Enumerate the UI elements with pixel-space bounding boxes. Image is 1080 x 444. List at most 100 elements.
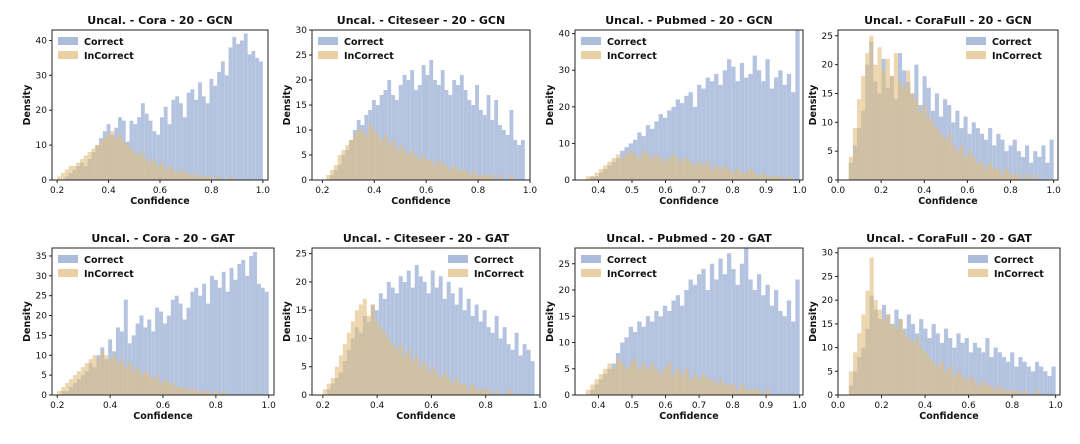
histogram-bar (372, 130, 376, 180)
histogram-bar (264, 291, 269, 395)
histogram-bar (756, 389, 762, 395)
histogram-bar (228, 176, 233, 180)
histogram-bar (765, 284, 770, 395)
histogram-bar (91, 148, 96, 180)
histogram-bar (848, 156, 853, 180)
histogram-bar (386, 338, 391, 395)
legend-label: Correct (474, 255, 514, 266)
histogram-bar (688, 379, 693, 395)
histogram-bar (662, 368, 668, 395)
x-tick-label: 0.8 (725, 401, 740, 411)
histogram-bar (906, 70, 911, 180)
histogram-bar (135, 367, 140, 395)
histogram-bar (182, 387, 187, 395)
histogram-bar (198, 391, 203, 395)
histogram-bar (671, 106, 676, 180)
histogram-bar (506, 389, 511, 395)
y-tick-label: 5 (564, 365, 570, 375)
y-tick-label: 5 (827, 147, 833, 157)
histogram-bar (362, 298, 367, 395)
histogram-bar (628, 150, 633, 180)
histogram-bar (955, 110, 960, 180)
histogram-bar (722, 165, 727, 180)
y-tick-label: 40 (36, 36, 48, 46)
histogram-bar (624, 337, 629, 395)
histogram-bar (129, 148, 134, 180)
histogram-bar (968, 352, 973, 395)
y-axis-label: Density (282, 84, 293, 126)
histogram-bar (121, 141, 126, 180)
histogram-bar (99, 141, 103, 180)
legend-swatch (58, 269, 78, 277)
histogram-bar (585, 389, 591, 395)
histogram-bar (960, 376, 965, 395)
histogram-bar (337, 155, 342, 180)
histogram-bar (848, 371, 854, 395)
histogram-bar (163, 106, 168, 180)
legend-swatch (58, 37, 78, 45)
histogram-bar (155, 307, 160, 395)
histogram-bar (947, 133, 952, 180)
histogram-bar (213, 279, 218, 395)
histogram-bar (429, 160, 434, 180)
legend-label: InCorrect (474, 269, 524, 280)
legend-swatch (966, 37, 986, 45)
histogram-bar (992, 145, 997, 180)
chart-title: Uncal. - CoraFull - 20 - GCN (864, 14, 1032, 27)
histogram-bar (607, 363, 612, 395)
histogram-bar (963, 156, 968, 180)
histogram-bar (688, 161, 693, 180)
histogram-bar (160, 117, 164, 180)
histogram-bar (95, 145, 100, 180)
histogram-bar (735, 389, 740, 395)
histogram-bar (440, 165, 445, 180)
chart-panel: 0.2 0.4 0.6 0.8 1.0 0 5 10 15 20 25 Uncal. - Citese… (282, 232, 547, 422)
histogram-bar (334, 366, 339, 395)
legend-swatch (968, 269, 988, 277)
histogram-bar (697, 161, 702, 180)
histogram-bar (194, 173, 199, 180)
histogram-bar (774, 176, 779, 180)
histogram-bar (462, 310, 467, 395)
y-tick-label: 40 (559, 30, 571, 40)
histogram-bar (229, 267, 234, 395)
histogram-bar (1008, 145, 1013, 180)
chart-panel: 0.0 0.2 0.4 0.6 0.8 1.0 0 5 10 15 20 25 Uncal. - Cor… (808, 14, 1061, 207)
histogram-bar (914, 99, 919, 180)
histogram-bar (364, 135, 369, 180)
histogram-bar (330, 170, 334, 180)
histogram-bar (675, 158, 680, 180)
x-tick-label: 0.4 (101, 186, 116, 196)
legend-label: Correct (992, 37, 1032, 48)
legend-label: InCorrect (607, 269, 657, 280)
histogram-bar (486, 327, 491, 395)
histogram-bar (166, 383, 171, 395)
histogram-bar (993, 347, 998, 395)
legend-label: InCorrect (344, 51, 394, 62)
histogram-bar (952, 347, 957, 395)
histogram-bar (718, 169, 723, 180)
histogram-bar (795, 30, 800, 180)
histogram-bar (650, 128, 655, 180)
histogram-bar (996, 133, 1001, 180)
x-tick-label: 1.0 (1048, 401, 1063, 411)
histogram-bar (391, 95, 395, 180)
y-tick-label: 20 (36, 106, 48, 116)
histogram-bar (861, 76, 866, 180)
legend-swatch (58, 51, 78, 59)
histogram-bar (366, 315, 371, 395)
histogram-bar (718, 379, 723, 395)
legend-label: InCorrect (607, 51, 657, 62)
histogram-bar (202, 283, 207, 395)
histogram-bar (458, 383, 463, 395)
y-tick-label: 15 (559, 312, 570, 322)
histogram-bar (232, 36, 237, 181)
histogram-bar (505, 135, 510, 180)
histogram-bar (603, 165, 608, 180)
histogram-bar (430, 366, 435, 395)
histogram-bar (1012, 139, 1017, 180)
histogram-bar (769, 176, 774, 180)
x-tick-label: 0.4 (918, 401, 933, 411)
histogram-bar (679, 305, 685, 395)
y-tick-label: 10 (559, 139, 571, 149)
